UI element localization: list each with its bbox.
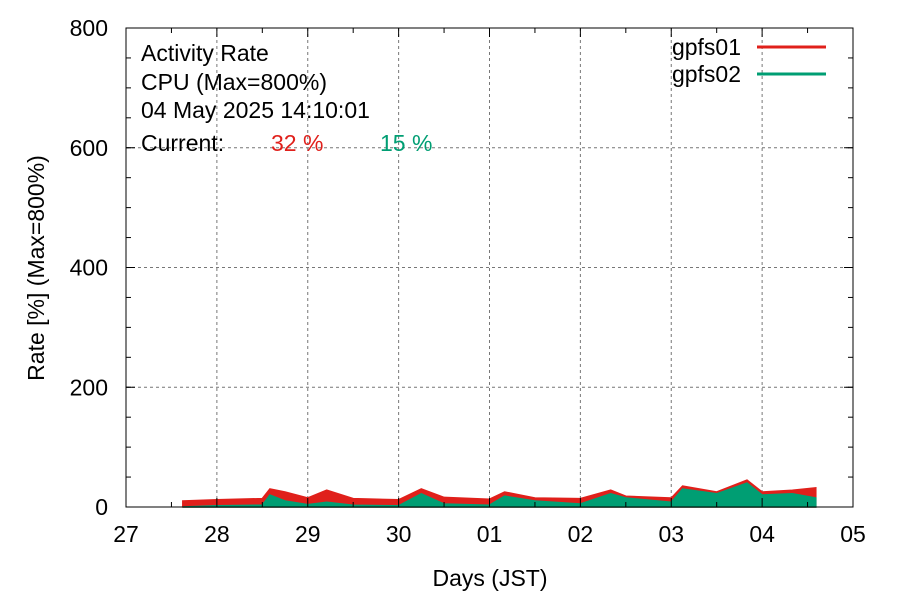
- y-tick-label: 200: [70, 374, 108, 400]
- legend-label-gpfs01: gpfs01: [672, 34, 741, 60]
- x-tick-labels: 27 28 29 30 01 02 03 04 05: [113, 521, 866, 547]
- axis-ticks: [125, 27, 854, 508]
- x-axis-label: Days (JST): [433, 565, 548, 591]
- x-tick-label: 03: [658, 521, 684, 547]
- x-tick-label: 28: [204, 521, 230, 547]
- legend: gpfs01 gpfs02: [672, 34, 826, 87]
- series-areas: [182, 479, 817, 508]
- x-tick-label: 05: [840, 521, 866, 547]
- x-tick-label: 29: [295, 521, 321, 547]
- x-tick-label: 02: [568, 521, 594, 547]
- y-tick-labels: 0 200 400 600 800: [70, 15, 108, 520]
- series-area-gpfs02: [182, 482, 817, 508]
- current-label: Current:: [141, 130, 224, 156]
- current-value-gpfs02: 15 %: [380, 130, 432, 156]
- y-tick-label: 800: [70, 15, 108, 41]
- title-line-1: Activity Rate: [141, 40, 269, 66]
- title-line-3: 04 May 2025 14:10:01: [141, 97, 370, 123]
- x-tick-label: 27: [113, 521, 139, 547]
- current-value-gpfs01: 32 %: [271, 130, 323, 156]
- title-line-2: CPU (Max=800%): [141, 69, 327, 95]
- y-tick-label: 0: [95, 494, 108, 520]
- y-tick-label: 400: [70, 255, 108, 281]
- legend-label-gpfs02: gpfs02: [672, 61, 741, 87]
- x-tick-label: 01: [477, 521, 503, 547]
- y-tick-label: 600: [70, 135, 108, 161]
- x-tick-label: 04: [749, 521, 775, 547]
- y-axis-label: Rate [%] (Max=800%): [23, 155, 49, 381]
- x-tick-label: 30: [386, 521, 412, 547]
- title-block: Activity Rate CPU (Max=800%) 04 May 2025…: [141, 40, 432, 156]
